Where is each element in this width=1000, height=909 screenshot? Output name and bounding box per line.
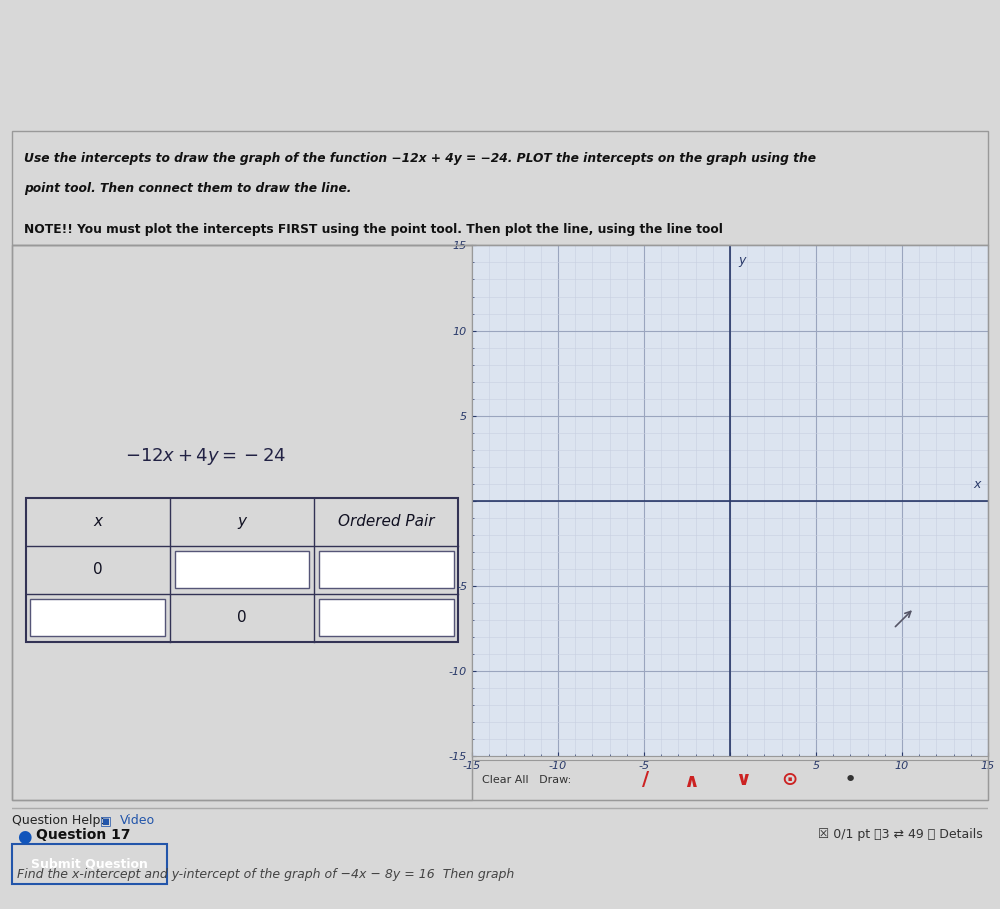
Text: y: y: [739, 254, 746, 267]
Bar: [30, 599, 165, 636]
Text: $-12x+4y=-24$: $-12x+4y=-24$: [125, 445, 286, 466]
Text: ●: ●: [17, 828, 31, 845]
Text: ▣: ▣: [100, 814, 111, 827]
Text: Video: Video: [120, 814, 155, 827]
Text: 0: 0: [93, 563, 103, 577]
Text: ∧: ∧: [684, 773, 699, 792]
Text: Clear All   Draw:: Clear All Draw:: [482, 774, 572, 785]
Text: Question 17: Question 17: [36, 828, 131, 842]
Text: Use the intercepts to draw the graph of the function −12x + 4y = −24. PLOT the i: Use the intercepts to draw the graph of …: [24, 152, 816, 165]
Text: 0: 0: [237, 610, 247, 625]
Text: ⊙: ⊙: [782, 771, 798, 789]
Text: Question Help:: Question Help:: [12, 814, 105, 827]
Text: ☒ 0/1 pt ⶛3 ⇄ 49 ⓘ Details: ☒ 0/1 pt ⶛3 ⇄ 49 ⓘ Details: [818, 828, 983, 841]
Text: Submit Question: Submit Question: [31, 857, 148, 870]
Text: x: x: [974, 477, 981, 491]
Text: Ordered Pair: Ordered Pair: [338, 514, 434, 529]
Text: NOTE!! You must plot the intercepts FIRST using the point tool. Then plot the li: NOTE!! You must plot the intercepts FIRS…: [24, 223, 723, 235]
Bar: [26, 498, 458, 642]
Bar: [319, 552, 454, 588]
Bar: [175, 552, 309, 588]
Text: y: y: [237, 514, 246, 529]
Text: x: x: [93, 514, 102, 529]
Text: /: /: [642, 771, 649, 789]
Text: •: •: [844, 770, 857, 790]
Text: ∨: ∨: [735, 771, 751, 789]
Bar: [319, 599, 454, 636]
Text: Find the x-intercept and y-intercept of the graph of −4x − 8y = 16  Then graph: Find the x-intercept and y-intercept of …: [17, 868, 514, 882]
Text: point tool. Then connect them to draw the line.: point tool. Then connect them to draw th…: [24, 183, 351, 195]
